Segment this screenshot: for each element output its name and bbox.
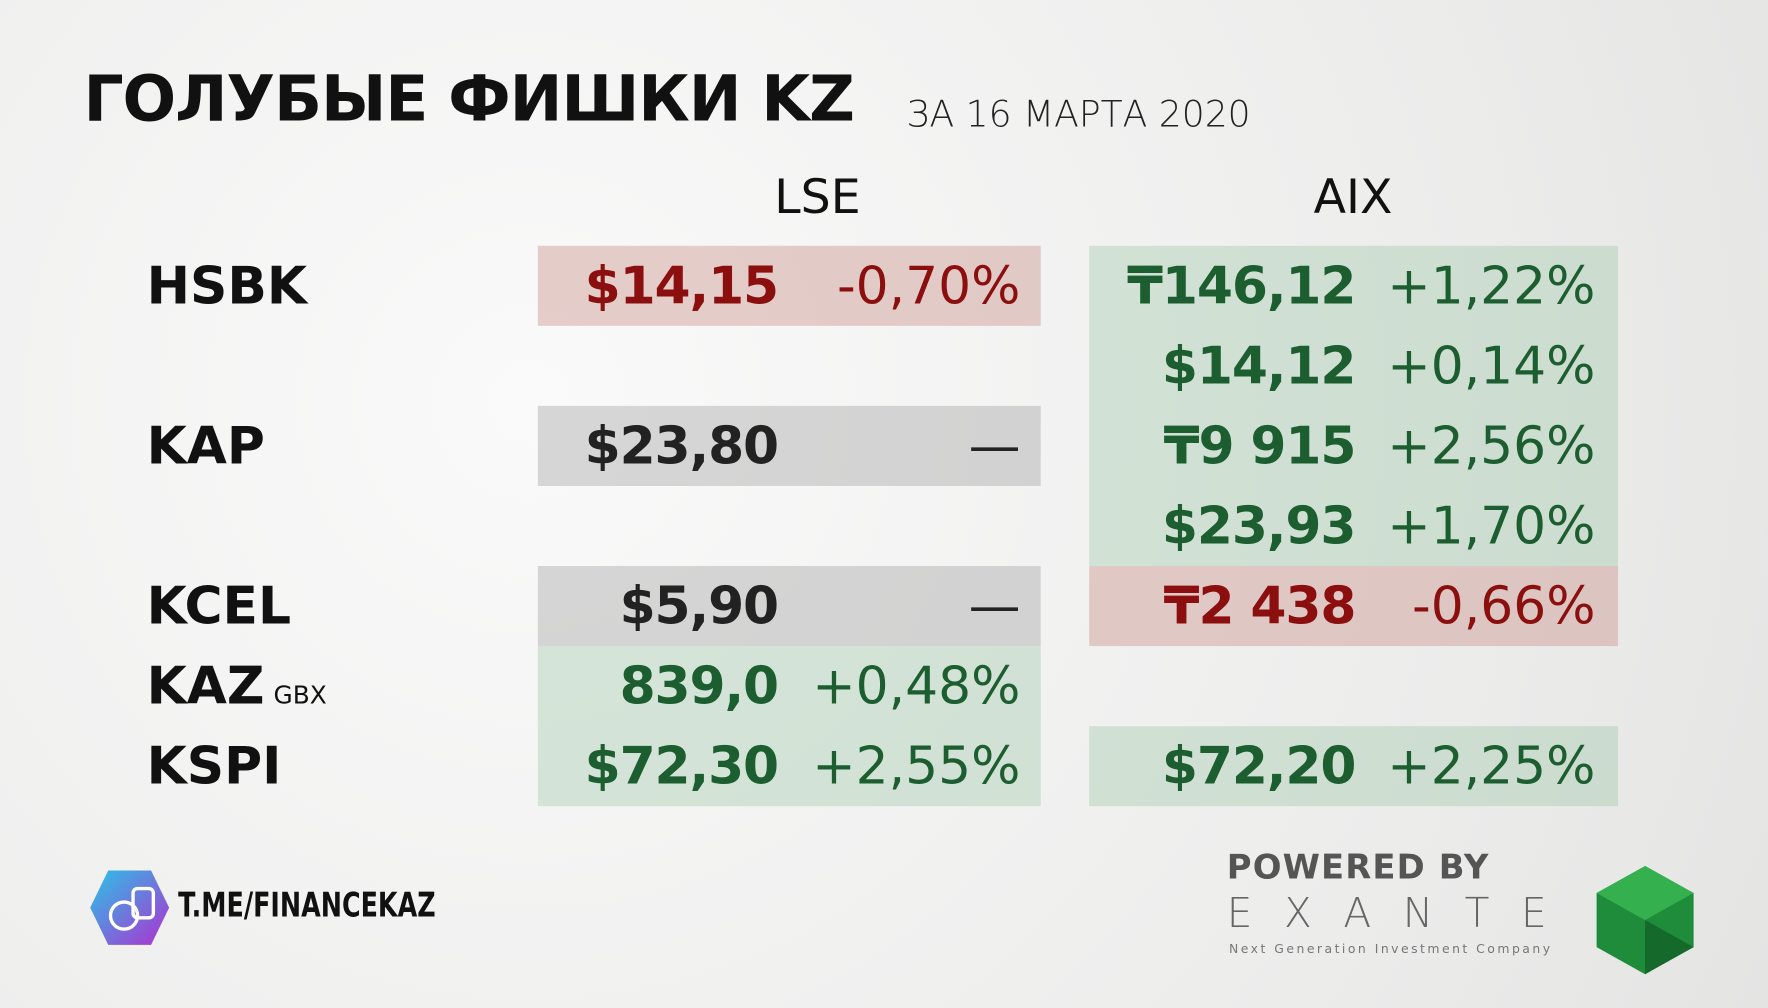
change: +2,25%: [1387, 735, 1596, 797]
ticker: KSPI: [146, 735, 282, 797]
price: $72,20: [1161, 735, 1357, 797]
channel-logo: [90, 870, 170, 945]
ticker: HSBK: [146, 254, 308, 316]
quote-cell: $23,93 +1,70%: [1089, 485, 1619, 567]
change: —: [968, 414, 1021, 476]
powered-by: POWERED BY: [1226, 847, 1490, 888]
quote-cell: $14,12 +0,14%: [1089, 325, 1619, 406]
quote-cell: $72,30 +2,55%: [537, 726, 1041, 807]
quote-cell: $72,20 +2,25%: [1089, 726, 1619, 807]
unit: GBX: [273, 682, 327, 711]
price: ₸2 438: [1163, 575, 1357, 636]
quote-cell: $14,15 -0,70%: [537, 245, 1041, 326]
column-header: AIX: [1313, 169, 1393, 225]
subtitle: ЗА 16 МАРТА 2020: [906, 92, 1251, 136]
change: +1,22%: [1387, 254, 1596, 316]
column-header: LSE: [774, 169, 861, 225]
change: +0,14%: [1387, 334, 1596, 396]
price: $14,15: [584, 254, 780, 316]
change: +2,55%: [812, 735, 1021, 797]
tagline: Next Generation Investment Company: [1229, 941, 1553, 957]
change: -0,66%: [1411, 575, 1596, 636]
ticker: KAP: [146, 414, 265, 476]
price: ₸9 915: [1163, 414, 1357, 476]
quote-cell: ₸2 438 -0,66%: [1089, 566, 1619, 647]
quote-cell: ₸9 915 +2,56%: [1089, 405, 1619, 486]
price: ₸146,12: [1126, 254, 1356, 316]
change: +0,48%: [812, 655, 1021, 716]
price: $23,80: [584, 414, 780, 476]
price: $14,12: [1161, 334, 1357, 396]
quote-cell: $23,80 —: [537, 405, 1041, 486]
channel-link: T.ME/FINANCEKAZ: [178, 886, 436, 926]
quote-cell: $5,90 —: [537, 566, 1041, 647]
ticker: KAZ GBX: [146, 655, 327, 716]
brand: EXANTE: [1226, 890, 1579, 937]
quote-cell: ₸146,12 +1,22%: [1089, 245, 1619, 326]
title: ГОЛУБЫЕ ФИШКИ KZ: [83, 63, 854, 137]
change: -0,70%: [836, 254, 1021, 316]
change: —: [968, 575, 1021, 636]
price: $5,90: [619, 575, 780, 636]
change: +2,56%: [1387, 414, 1596, 476]
brand-logo: [1596, 865, 1694, 975]
price: $23,93: [1161, 494, 1357, 556]
quote-cell: 839,0 +0,48%: [537, 646, 1041, 727]
price: $72,30: [584, 735, 780, 797]
change: +1,70%: [1387, 494, 1596, 556]
price: 839,0: [619, 655, 780, 716]
ticker: KCEL: [146, 575, 291, 636]
